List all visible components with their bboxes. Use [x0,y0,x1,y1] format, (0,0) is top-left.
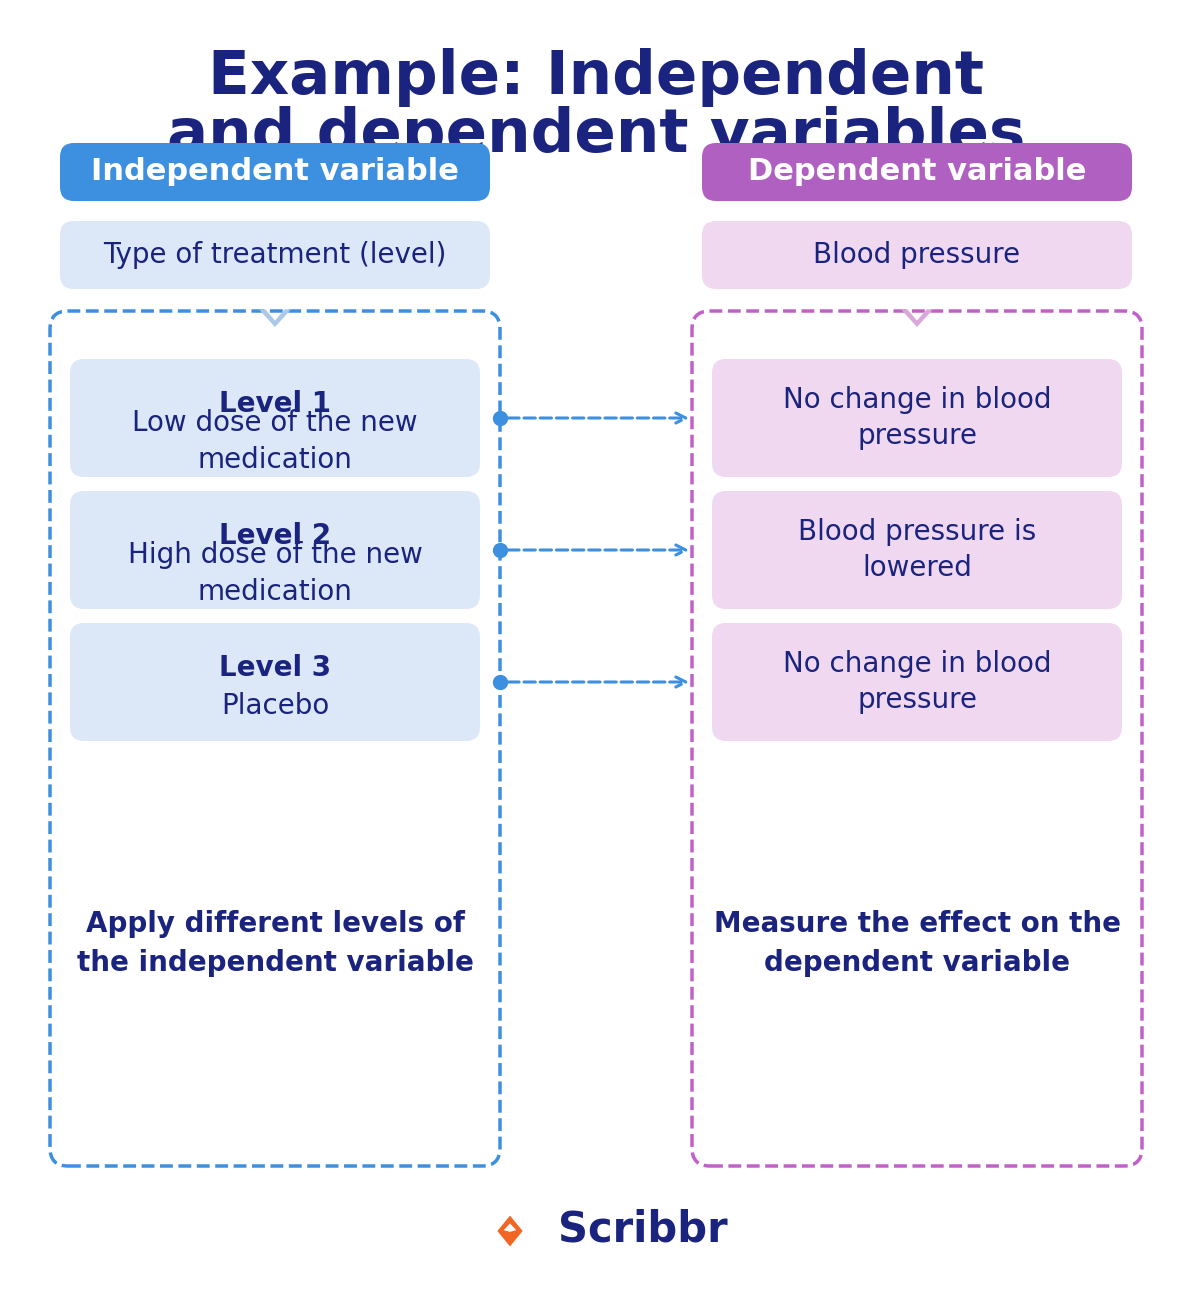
Text: No change in blood
pressure: No change in blood pressure [783,386,1051,451]
FancyBboxPatch shape [712,359,1122,477]
Polygon shape [901,310,933,327]
Polygon shape [497,1229,522,1247]
Text: Level 2: Level 2 [219,522,331,550]
FancyBboxPatch shape [60,143,490,201]
Text: Scribbr: Scribbr [558,1208,727,1251]
FancyBboxPatch shape [712,491,1122,609]
Text: Apply different levels of
the independent variable: Apply different levels of the independen… [76,910,473,977]
FancyBboxPatch shape [702,143,1132,201]
FancyBboxPatch shape [702,222,1132,289]
Text: Type of treatment (level): Type of treatment (level) [104,241,447,270]
Text: and dependent variables: and dependent variables [167,106,1025,165]
FancyBboxPatch shape [70,359,480,477]
Polygon shape [497,1216,522,1234]
Text: High dose of the new
medication: High dose of the new medication [128,542,422,607]
Text: Placebo: Placebo [221,692,329,719]
Polygon shape [504,1223,516,1231]
Text: Measure the effect on the
dependent variable: Measure the effect on the dependent vari… [714,910,1120,977]
Polygon shape [259,310,291,327]
Text: No change in blood
pressure: No change in blood pressure [783,649,1051,714]
Text: Blood pressure: Blood pressure [813,241,1020,270]
FancyBboxPatch shape [70,623,480,741]
Text: Dependent variable: Dependent variable [747,158,1086,187]
Text: Independent variable: Independent variable [91,158,459,187]
FancyBboxPatch shape [712,623,1122,741]
Text: Example: Independent: Example: Independent [207,48,985,108]
FancyBboxPatch shape [60,222,490,289]
FancyBboxPatch shape [70,491,480,609]
Text: Low dose of the new
medication: Low dose of the new medication [132,410,418,474]
Text: Blood pressure is
lowered: Blood pressure is lowered [797,517,1036,582]
Text: Level 3: Level 3 [219,654,331,682]
Text: Level 1: Level 1 [219,390,331,417]
